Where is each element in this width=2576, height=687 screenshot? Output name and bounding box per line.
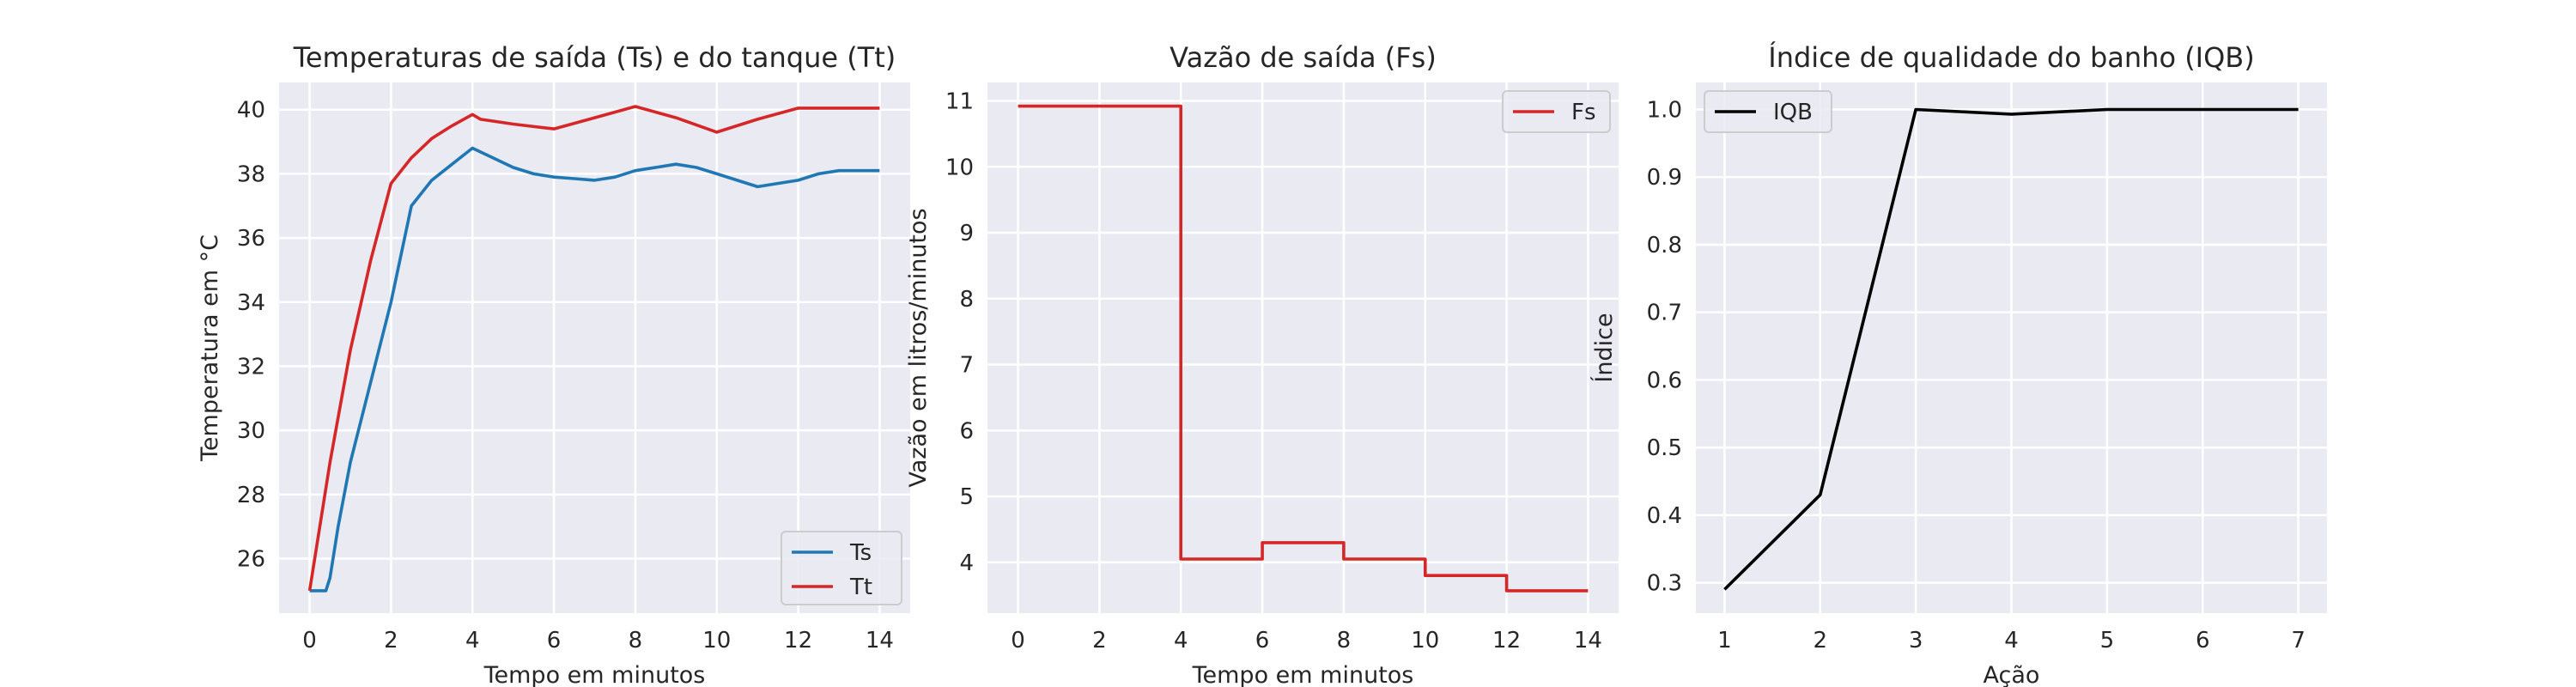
y-tick-label: 0.4 xyxy=(1647,503,1682,529)
y-tick-label: 11 xyxy=(945,88,974,114)
x-tick-label: 14 xyxy=(866,628,894,654)
legend-label: Ts xyxy=(849,540,872,566)
y-tick-label: 0.3 xyxy=(1647,571,1682,597)
x-axis-label: Ação xyxy=(1984,662,2040,687)
x-tick-label: 0 xyxy=(1011,628,1025,654)
x-tick-label: 6 xyxy=(1255,628,1270,654)
legend: Ts Tt xyxy=(781,531,902,605)
x-tick-label: 1 xyxy=(1717,628,1732,654)
y-tick-label: 32 xyxy=(237,354,265,380)
y-tick-label: 40 xyxy=(237,98,265,124)
y-tick-label: 5 xyxy=(959,484,974,510)
x-tick-label: 7 xyxy=(2291,628,2306,654)
legend-box xyxy=(781,531,902,605)
series-line-iqb xyxy=(1723,107,2299,591)
x-tick-label: 8 xyxy=(629,628,643,654)
y-tick-label: 8 xyxy=(959,287,974,313)
y-tick-label: 0.7 xyxy=(1647,301,1682,326)
x-tick-label: 0 xyxy=(302,628,317,654)
y-axis-label: Vazão em litros/minutos xyxy=(905,208,932,487)
series-line-tt xyxy=(307,105,880,592)
x-tick-label: 2 xyxy=(1092,628,1107,654)
x-axis-label: Tempo em minutos xyxy=(1192,662,1414,687)
y-tick-label: 36 xyxy=(237,226,265,252)
chart-panel-iqb: Índice de qualidade do banho (IQB) Ação … xyxy=(1590,41,2327,687)
chart-title: Temperaturas de saída (Ts) e do tanque (… xyxy=(293,41,896,74)
chart-title: Vazão de saída (Fs) xyxy=(1170,41,1437,74)
plot-area xyxy=(279,82,910,613)
y-tick-label: 0.5 xyxy=(1647,435,1682,461)
legend-box xyxy=(1704,90,1832,133)
x-tick-label: 6 xyxy=(2196,628,2210,654)
legend: IQB xyxy=(1704,90,1832,133)
x-tick-label: 2 xyxy=(1813,628,1827,654)
chart-title: Índice de qualidade do banho (IQB) xyxy=(1768,41,2254,74)
y-tick-label: 38 xyxy=(237,161,265,187)
y-tick-label: 10 xyxy=(945,155,974,180)
y-tick-label: 28 xyxy=(237,483,265,508)
y-tick-label: 4 xyxy=(959,550,974,576)
chart-panel-outflow: Vazão de saída (Fs) Tempo em minutos Vaz… xyxy=(905,41,1619,687)
y-tick-label: 30 xyxy=(237,418,265,444)
legend-label: Tt xyxy=(849,575,872,600)
legend-label: IQB xyxy=(1773,100,1813,125)
x-tick-label: 4 xyxy=(465,628,480,654)
y-tick-label: 34 xyxy=(237,290,265,316)
x-tick-label: 2 xyxy=(384,628,398,654)
x-tick-label: 4 xyxy=(1174,628,1188,654)
y-tick-label: 0.9 xyxy=(1647,165,1682,191)
x-tick-label: 10 xyxy=(702,628,731,654)
y-tick-label: 6 xyxy=(959,418,974,444)
y-tick-label: 7 xyxy=(959,353,974,379)
x-tick-label: 10 xyxy=(1411,628,1439,654)
x-tick-label: 4 xyxy=(2004,628,2019,654)
series-line-fs xyxy=(1018,104,1589,593)
legend-label: Fs xyxy=(1571,100,1596,125)
x-tick-label: 8 xyxy=(1337,628,1352,654)
y-tick-label: 9 xyxy=(959,221,974,246)
x-tick-label: 12 xyxy=(784,628,812,654)
series-line-ts xyxy=(309,146,880,593)
x-tick-label: 3 xyxy=(1909,628,1923,654)
y-tick-label: 0.6 xyxy=(1647,368,1682,393)
y-axis-label: Índice xyxy=(1590,313,1618,382)
y-axis-label: Temperatura em °C xyxy=(197,234,223,462)
y-tick-label: 1.0 xyxy=(1647,97,1682,123)
x-tick-label: 12 xyxy=(1492,628,1521,654)
y-tick-label: 0.8 xyxy=(1647,233,1682,258)
x-tick-label: 14 xyxy=(1574,628,1602,654)
legend-box xyxy=(1502,90,1611,133)
x-tick-label: 6 xyxy=(547,628,562,654)
y-tick-label: 26 xyxy=(237,547,265,573)
x-tick-label: 5 xyxy=(2100,628,2115,654)
x-axis-label: Tempo em minutos xyxy=(483,662,706,687)
legend: Fs xyxy=(1502,90,1611,133)
chart-panel-temperatures: Temperaturas de saída (Ts) e do tanque (… xyxy=(197,41,910,687)
plot-area xyxy=(987,82,1619,613)
